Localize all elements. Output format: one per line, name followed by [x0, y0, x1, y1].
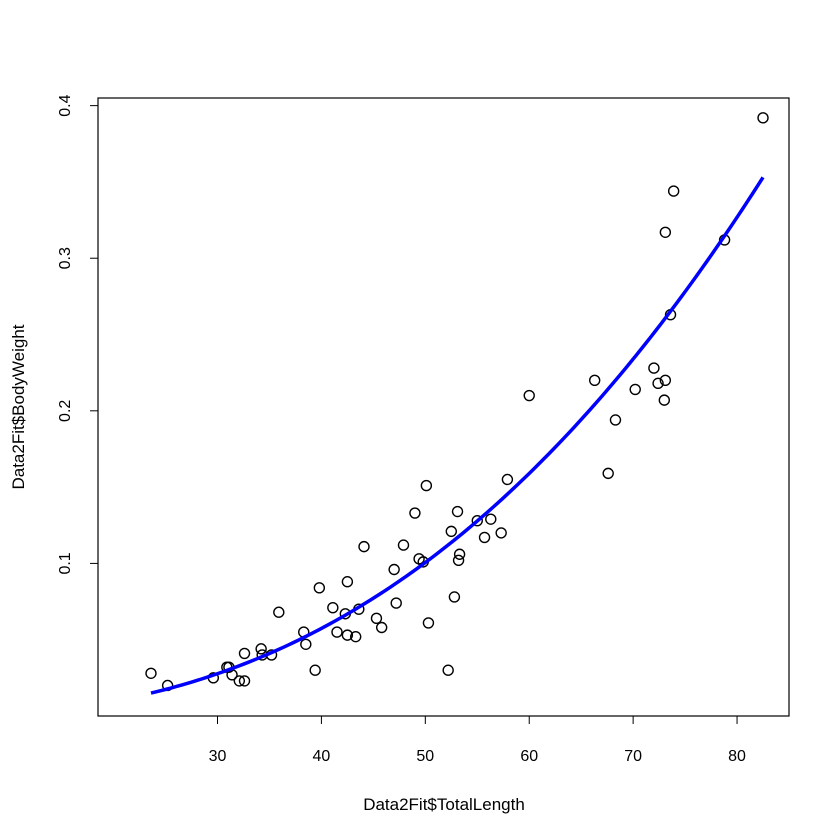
data-point	[331, 626, 343, 638]
fit-curve-line	[150, 176, 765, 695]
data-point	[238, 647, 251, 660]
x-axis: 30 40 50 60 70 80	[209, 715, 746, 765]
data-point	[451, 505, 464, 518]
data-point	[255, 643, 267, 655]
data-point	[445, 525, 457, 538]
data-point	[667, 185, 680, 197]
data-point	[358, 540, 370, 553]
y-axis-title: Data2Fit$BodyWeight	[9, 324, 28, 489]
data-point	[370, 612, 383, 625]
data-point	[523, 389, 535, 402]
data-point	[629, 383, 641, 396]
x-tick-label: 70	[624, 748, 642, 765]
data-point	[495, 527, 507, 539]
data-point	[422, 617, 435, 629]
data-point	[652, 377, 664, 390]
data-point	[659, 226, 672, 238]
data-point	[420, 479, 433, 492]
data-point	[309, 664, 321, 676]
data-point	[375, 621, 388, 634]
data-point	[409, 507, 421, 519]
x-tick-label: 60	[520, 748, 538, 765]
data-point	[485, 513, 497, 525]
data-point	[341, 576, 354, 588]
data-point	[273, 606, 285, 618]
y-tick-label: 0.4	[57, 94, 74, 116]
data-point	[757, 112, 769, 124]
data-point	[478, 531, 491, 544]
y-tick-label: 0.3	[57, 247, 74, 269]
data-point	[397, 539, 410, 551]
data-point	[145, 667, 157, 679]
data-point	[609, 414, 622, 426]
x-axis-title: Data2Fit$TotalLength	[363, 795, 525, 814]
x-tick-label: 50	[416, 748, 434, 765]
x-tick-label: 30	[209, 748, 227, 765]
data-point	[442, 664, 454, 676]
fit-curve-layer	[150, 176, 765, 695]
data-point	[648, 362, 660, 374]
data-points	[145, 112, 769, 692]
data-point	[341, 629, 354, 641]
data-point	[452, 554, 465, 567]
data-point	[658, 394, 671, 406]
x-tick-label: 80	[728, 748, 746, 765]
data-point	[300, 638, 312, 650]
data-point	[388, 563, 400, 576]
data-point	[659, 374, 672, 386]
y-tick-label: 0.2	[57, 400, 74, 422]
data-point	[471, 514, 483, 527]
data-point	[588, 374, 601, 386]
data-point	[238, 675, 251, 687]
data-point	[453, 548, 466, 560]
data-point	[327, 601, 339, 614]
plot-border	[97, 97, 790, 717]
y-axis: 0.1 0.2 0.3 0.4	[57, 94, 99, 575]
data-point	[602, 467, 614, 480]
data-point	[233, 675, 246, 687]
data-point	[390, 597, 402, 609]
data-point	[448, 591, 461, 603]
data-point	[349, 630, 362, 643]
y-tick-label: 0.1	[57, 552, 74, 574]
x-tick-label: 40	[313, 748, 331, 765]
data-point	[313, 582, 326, 594]
data-point	[501, 473, 514, 486]
